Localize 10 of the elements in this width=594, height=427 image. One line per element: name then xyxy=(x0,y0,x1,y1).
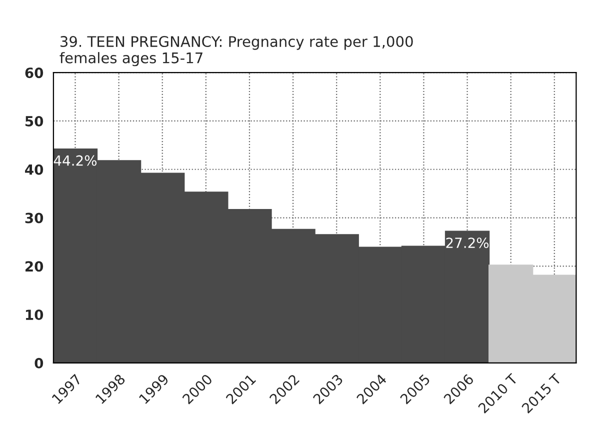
y-tick-label: 50 xyxy=(25,116,44,126)
y-tick-label: 40 xyxy=(25,164,44,175)
y-tick-label: 60 xyxy=(25,68,44,78)
data-label: 27.2% xyxy=(446,238,489,248)
chart-title: 39. TEEN PREGNANCY: Pregnancy rate per 1,000 females ages 15-17 xyxy=(60,36,413,66)
y-tick-label: 10 xyxy=(26,310,44,320)
data-label: 44.2% xyxy=(54,155,97,166)
y-tick-label: 0 xyxy=(34,358,44,368)
y-tick-label: 30 xyxy=(25,212,44,224)
y-tick-label: 20 xyxy=(26,261,44,272)
